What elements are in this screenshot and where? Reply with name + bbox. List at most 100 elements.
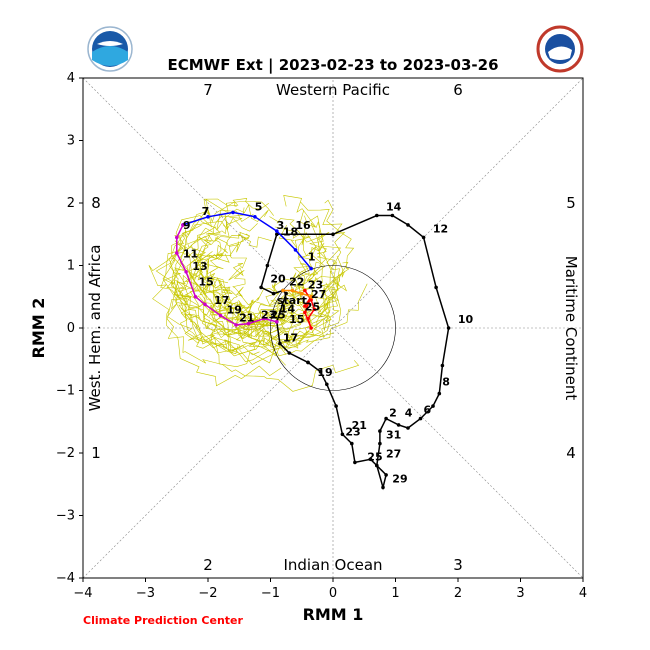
series-point <box>306 360 310 365</box>
series-point <box>325 382 329 387</box>
phase-1-label: 1 <box>91 444 101 462</box>
day-label: 31 <box>386 429 401 442</box>
y-tick-label: 0 <box>67 321 75 336</box>
series-point <box>275 229 279 233</box>
series-point <box>278 341 282 346</box>
series-point <box>378 441 382 446</box>
series-point <box>181 223 185 227</box>
day-label: 17 <box>283 332 298 345</box>
series-point <box>421 235 426 240</box>
series-point <box>259 285 263 290</box>
day-label: 7 <box>202 205 210 218</box>
ensemble-line <box>174 226 310 348</box>
y-tick-label: −3 <box>56 509 75 524</box>
x-tick-label: −3 <box>136 586 155 601</box>
x-tick-label: −1 <box>261 586 280 601</box>
series-point <box>262 316 267 321</box>
series-point <box>396 423 401 427</box>
series-point <box>275 232 279 237</box>
phase-7-label: 7 <box>203 81 213 99</box>
phase-3-label: 3 <box>453 556 463 574</box>
series-point <box>281 288 285 293</box>
series-point <box>406 426 410 430</box>
series-point <box>306 316 310 321</box>
series-point <box>303 310 307 315</box>
ensemble-line <box>166 212 260 356</box>
day-label: 3 <box>277 219 285 232</box>
ensemble-line <box>182 251 337 363</box>
series-point <box>234 323 238 327</box>
series-point <box>350 441 354 446</box>
region-bottom-label: Indian Ocean <box>283 556 382 574</box>
series-point <box>437 391 442 396</box>
series-point <box>300 291 304 296</box>
day-label: 20 <box>270 272 286 285</box>
series-point <box>231 210 235 215</box>
series-point <box>375 463 379 468</box>
series-point <box>353 460 357 465</box>
series-point <box>384 473 388 477</box>
series-point <box>431 404 435 408</box>
nws-logo <box>536 25 584 73</box>
ensemble-line <box>173 258 368 350</box>
series-point <box>309 266 313 271</box>
day-label: 23 <box>345 425 360 438</box>
day-label: 19 <box>317 366 332 379</box>
ensemble-line <box>160 198 269 354</box>
day-label: 10 <box>458 313 474 326</box>
y-tick-label: 4 <box>67 71 75 86</box>
series-point <box>434 285 438 290</box>
x-tick-label: 1 <box>391 586 399 601</box>
day-label: 13 <box>192 260 207 273</box>
day-label: 15 <box>199 275 214 288</box>
series-point <box>275 320 279 324</box>
series-point <box>265 263 270 268</box>
x-tick-label: 2 <box>454 586 462 601</box>
series-point <box>381 485 385 490</box>
chart-title: ECMWF Ext | 2023-02-23 to 2023-03-26 <box>167 56 498 75</box>
day-label: 27 <box>311 288 326 301</box>
series-point <box>390 213 395 218</box>
series-point <box>175 251 179 255</box>
ensemble-line <box>222 215 342 347</box>
series-line <box>283 289 312 298</box>
region-left-label: West. Hem. and Africa <box>86 245 104 412</box>
series-point <box>384 416 388 421</box>
day-label: 25 <box>270 309 285 322</box>
series-point <box>193 295 198 299</box>
phase-division-lines <box>82 77 584 579</box>
x-tick-label: 4 <box>579 586 587 601</box>
day-label: 14 <box>386 200 402 213</box>
ensemble-line <box>204 241 293 327</box>
day-label: 15 <box>289 313 304 326</box>
x-tick-label: −4 <box>73 586 92 601</box>
diagonal-divider <box>82 77 584 579</box>
y-tick-label: 1 <box>67 259 75 274</box>
day-label: 18 <box>283 225 298 238</box>
day-label: 19 <box>227 304 242 317</box>
series-point <box>340 432 345 437</box>
phase-4-label: 4 <box>566 444 576 462</box>
ensemble-line <box>171 234 287 355</box>
day-label: 4 <box>405 407 413 420</box>
y-axis-label: RMM 2 <box>29 298 48 359</box>
ensemble-line <box>174 209 286 366</box>
noaa-logo <box>87 26 133 72</box>
start-label: start <box>277 294 307 307</box>
day-label: 25 <box>367 450 382 463</box>
ensemble-line <box>170 204 269 355</box>
region-right-label: Maritime Continent <box>562 256 580 401</box>
ensemble-line <box>194 231 270 330</box>
series-point <box>309 295 313 299</box>
series-point <box>406 223 410 227</box>
day-label: 21 <box>352 419 367 432</box>
ensemble-line <box>233 224 312 316</box>
ensemble-line <box>226 201 348 357</box>
ensemble-line <box>228 235 272 305</box>
ensemble-line <box>148 201 282 387</box>
series-point <box>290 288 295 293</box>
rmm-trajectories <box>175 210 451 491</box>
day-label: 9 <box>183 219 191 232</box>
